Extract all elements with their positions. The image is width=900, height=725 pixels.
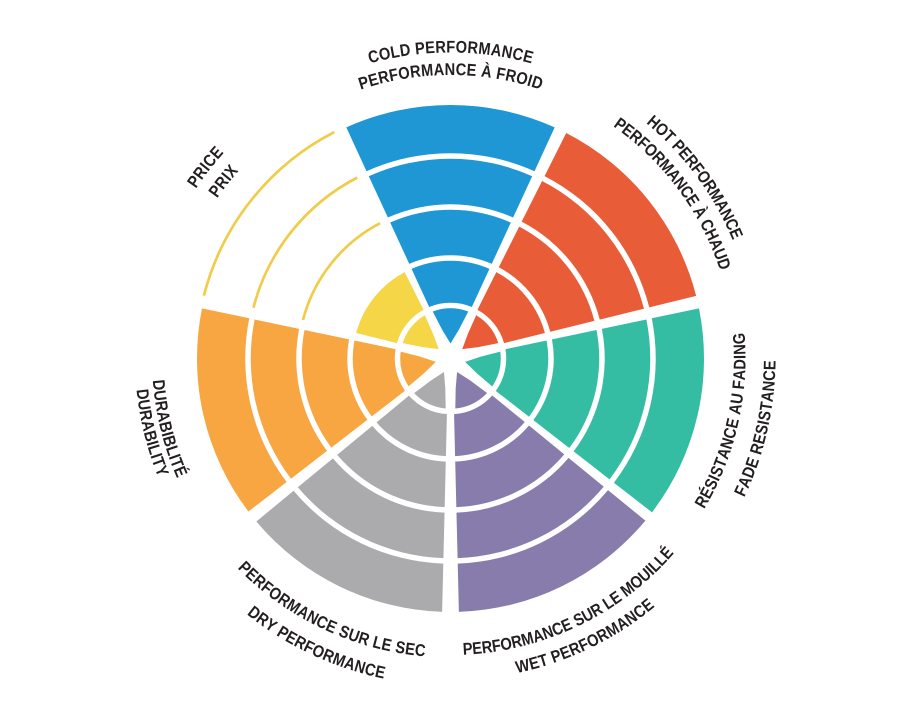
svg-text:U: U bbox=[134, 398, 154, 411]
svg-text:I: I bbox=[157, 430, 176, 439]
svg-text:O: O bbox=[377, 45, 392, 65]
svg-text:S: S bbox=[756, 409, 776, 422]
svg-text:I: I bbox=[146, 451, 165, 461]
svg-text:D: D bbox=[148, 379, 167, 391]
svg-text:E: E bbox=[466, 61, 477, 80]
svg-text:P: P bbox=[462, 640, 473, 659]
svg-text:A: A bbox=[153, 410, 173, 424]
svg-text:E: E bbox=[472, 639, 483, 658]
svg-text:R: R bbox=[135, 409, 155, 423]
svg-text:I: I bbox=[732, 355, 750, 359]
svg-text:À: À bbox=[480, 61, 494, 83]
svg-text:N: N bbox=[500, 43, 514, 63]
svg-text:S: S bbox=[753, 423, 773, 437]
svg-text:F: F bbox=[495, 65, 507, 85]
svg-text:R: R bbox=[377, 68, 392, 88]
svg-text:U: U bbox=[728, 392, 748, 405]
svg-text:E: E bbox=[750, 432, 770, 446]
svg-text:U: U bbox=[149, 389, 168, 402]
svg-text:M: M bbox=[477, 40, 491, 59]
svg-text:A: A bbox=[726, 402, 746, 416]
svg-text:R: R bbox=[151, 399, 171, 413]
svg-text:I: I bbox=[525, 72, 534, 91]
svg-text:O: O bbox=[499, 635, 514, 655]
svg-text:E: E bbox=[527, 654, 541, 674]
svg-text:N: N bbox=[718, 436, 739, 451]
svg-text:N: N bbox=[352, 657, 367, 677]
svg-text:I: I bbox=[165, 452, 184, 462]
svg-text:F: F bbox=[388, 66, 401, 86]
svg-text:F: F bbox=[730, 379, 749, 390]
svg-text:C: C bbox=[366, 47, 381, 67]
svg-text:E: E bbox=[404, 640, 416, 659]
svg-text:C: C bbox=[511, 45, 526, 65]
svg-text:P: P bbox=[414, 40, 426, 59]
svg-text:B: B bbox=[159, 434, 179, 449]
svg-text:N: N bbox=[760, 380, 779, 392]
svg-text:T: T bbox=[757, 400, 776, 412]
svg-text:L: L bbox=[389, 43, 401, 63]
svg-text:E: E bbox=[366, 71, 380, 91]
svg-text:R: R bbox=[435, 39, 447, 58]
svg-text:G: G bbox=[731, 332, 750, 345]
svg-text:O: O bbox=[397, 64, 411, 84]
svg-text:E: E bbox=[425, 39, 436, 58]
svg-text:I: I bbox=[142, 439, 161, 448]
svg-text:A: A bbox=[137, 419, 157, 434]
svg-text:I: I bbox=[755, 419, 774, 427]
svg-text:R: R bbox=[504, 67, 519, 87]
svg-text:A: A bbox=[433, 61, 445, 80]
svg-text:R: R bbox=[467, 39, 479, 58]
svg-text:D: D bbox=[132, 388, 151, 401]
svg-text:N: N bbox=[731, 344, 750, 355]
svg-text:E: E bbox=[373, 663, 387, 683]
svg-text:M: M bbox=[519, 629, 536, 650]
svg-text:M: M bbox=[330, 650, 348, 671]
svg-text:D: D bbox=[529, 73, 545, 94]
svg-text:O: O bbox=[455, 39, 467, 58]
svg-text:A: A bbox=[759, 390, 778, 403]
svg-text:M: M bbox=[420, 62, 434, 81]
svg-text:E: E bbox=[380, 636, 393, 656]
svg-text:O: O bbox=[514, 69, 530, 89]
svg-text:R: R bbox=[510, 632, 525, 652]
svg-text:A: A bbox=[731, 369, 750, 381]
svg-text:C: C bbox=[363, 660, 378, 680]
svg-text:D: D bbox=[731, 359, 749, 370]
svg-text:W: W bbox=[514, 656, 532, 677]
svg-text:C: C bbox=[455, 61, 467, 80]
svg-text:E: E bbox=[723, 417, 743, 431]
svg-text:I: I bbox=[706, 473, 724, 484]
svg-text:A: A bbox=[490, 41, 504, 61]
svg-text:F: F bbox=[491, 637, 503, 656]
svg-text:E: E bbox=[521, 47, 535, 67]
svg-text:D: D bbox=[399, 41, 412, 61]
svg-text:E: E bbox=[761, 360, 779, 370]
svg-text:C: C bbox=[414, 642, 427, 661]
svg-text:B: B bbox=[140, 429, 160, 444]
svg-text:S: S bbox=[394, 639, 407, 659]
svg-text:B: B bbox=[155, 420, 175, 435]
svg-text:F: F bbox=[446, 39, 455, 57]
svg-text:R: R bbox=[409, 63, 422, 82]
svg-text:N: N bbox=[445, 61, 456, 79]
svg-text:R: R bbox=[481, 638, 494, 657]
svg-text:C: C bbox=[761, 369, 780, 381]
